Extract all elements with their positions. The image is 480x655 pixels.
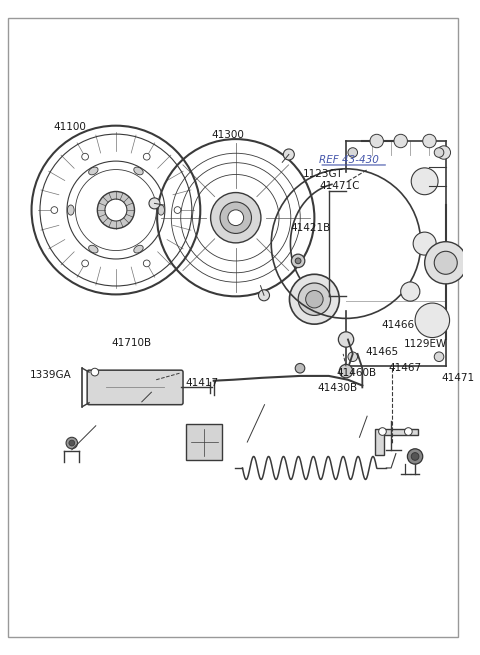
- Circle shape: [97, 191, 134, 229]
- Text: 41466: 41466: [382, 320, 415, 330]
- Circle shape: [291, 254, 305, 268]
- Circle shape: [379, 428, 386, 436]
- Circle shape: [434, 252, 457, 274]
- Circle shape: [69, 440, 75, 446]
- Text: 1129EW: 1129EW: [404, 339, 447, 350]
- Circle shape: [211, 193, 261, 243]
- FancyBboxPatch shape: [87, 370, 183, 405]
- Text: 41100: 41100: [54, 122, 86, 132]
- Circle shape: [66, 438, 78, 449]
- Text: 41471: 41471: [441, 373, 474, 383]
- Polygon shape: [375, 428, 418, 455]
- Circle shape: [51, 207, 58, 214]
- Circle shape: [394, 134, 408, 148]
- Circle shape: [283, 149, 294, 160]
- Circle shape: [339, 364, 353, 378]
- Circle shape: [348, 352, 358, 362]
- Text: 41471C: 41471C: [319, 181, 360, 191]
- FancyBboxPatch shape: [186, 424, 222, 460]
- Text: 41300: 41300: [212, 130, 245, 140]
- Ellipse shape: [158, 205, 165, 215]
- Circle shape: [228, 210, 244, 225]
- Ellipse shape: [89, 245, 98, 253]
- Circle shape: [295, 364, 305, 373]
- Text: 41421B: 41421B: [290, 223, 331, 233]
- Circle shape: [437, 146, 451, 159]
- Ellipse shape: [134, 245, 143, 253]
- Circle shape: [298, 283, 331, 316]
- Circle shape: [370, 134, 384, 148]
- Circle shape: [415, 303, 450, 337]
- Ellipse shape: [89, 167, 98, 175]
- Circle shape: [338, 332, 354, 347]
- Circle shape: [105, 199, 127, 221]
- Circle shape: [174, 207, 181, 214]
- Circle shape: [259, 290, 269, 301]
- Circle shape: [425, 242, 467, 284]
- Circle shape: [434, 148, 444, 157]
- Circle shape: [82, 260, 88, 267]
- Text: 41460B: 41460B: [336, 368, 377, 378]
- Circle shape: [423, 134, 436, 148]
- Circle shape: [82, 153, 88, 160]
- Circle shape: [434, 352, 444, 362]
- Circle shape: [408, 449, 423, 464]
- Circle shape: [348, 148, 358, 157]
- Circle shape: [411, 168, 438, 195]
- Text: 41465: 41465: [365, 347, 398, 357]
- Circle shape: [306, 290, 323, 308]
- Circle shape: [289, 274, 339, 324]
- Text: REF 43-430: REF 43-430: [319, 155, 379, 166]
- Circle shape: [401, 282, 420, 301]
- Ellipse shape: [67, 205, 74, 215]
- Circle shape: [91, 368, 99, 376]
- Ellipse shape: [134, 167, 143, 175]
- Text: 1123GT: 1123GT: [303, 169, 343, 179]
- Circle shape: [220, 202, 252, 233]
- Text: 1339GA: 1339GA: [30, 370, 72, 380]
- Text: 41467: 41467: [388, 364, 421, 373]
- Circle shape: [295, 258, 301, 264]
- Text: 41710B: 41710B: [111, 337, 151, 348]
- Circle shape: [413, 232, 436, 255]
- Text: 41417: 41417: [185, 378, 218, 388]
- Circle shape: [149, 198, 160, 209]
- Circle shape: [411, 453, 419, 460]
- Circle shape: [144, 153, 150, 160]
- Text: 41430B: 41430B: [317, 383, 358, 392]
- Circle shape: [144, 260, 150, 267]
- Circle shape: [405, 428, 412, 436]
